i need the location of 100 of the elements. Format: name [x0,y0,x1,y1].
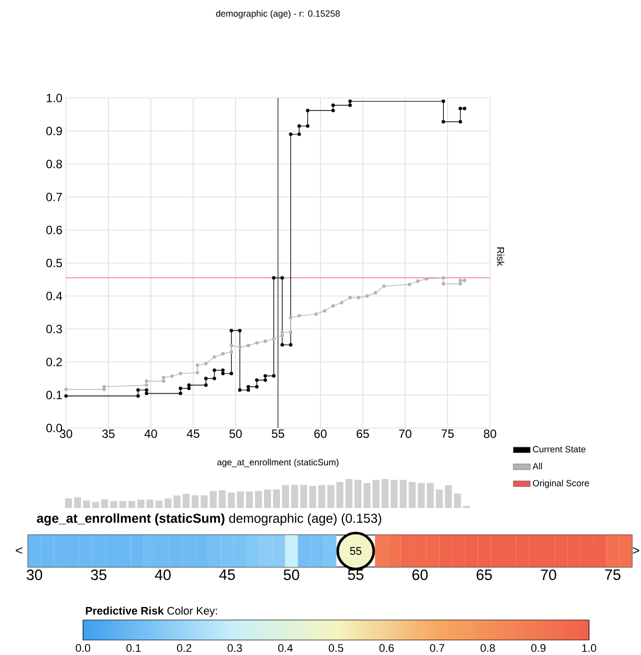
legend-label: Original Score [532,480,589,488]
bar [436,489,443,508]
point [212,368,216,372]
bar [164,498,172,508]
point [230,328,234,332]
point [462,278,466,282]
point [178,372,182,376]
point [280,330,284,334]
bar [363,483,370,508]
point [416,279,420,283]
point [280,276,284,280]
y-tick-label: 0.6 [46,226,62,234]
bar [83,500,90,508]
bar [200,495,208,508]
x-tick-label: 35 [102,430,115,438]
bar [454,493,461,508]
x-tick-label: 60 [412,570,428,580]
point [238,328,242,332]
y-tick-label: 1.0 [46,94,62,102]
bar [444,485,452,508]
point [442,100,446,104]
x-tick-label: 40 [144,430,157,438]
point [297,132,301,136]
x-tick-label: 65 [476,570,492,580]
point [102,385,106,388]
point [238,345,242,349]
point [204,362,208,366]
point [255,341,259,345]
bar [65,498,72,508]
x-tick-label: 35 [90,570,106,580]
bar [372,480,380,508]
point [280,343,284,347]
point [331,108,335,112]
bar [254,490,262,508]
bar [354,480,362,508]
y-tick-label: 0.2 [46,358,62,366]
bar [128,501,136,508]
x-tick-label: 40 [154,570,171,580]
bar [418,483,425,508]
bar [74,497,82,508]
x-tick-label: 60 [314,430,327,438]
point [178,392,182,396]
point [136,394,140,398]
point [348,104,352,107]
bar [300,484,308,508]
bar [110,501,118,508]
bar [137,500,144,508]
bar [390,480,398,508]
bar [264,489,271,508]
point [458,106,462,110]
point [162,379,166,383]
bar [273,489,280,508]
point [272,374,276,378]
point [272,276,276,280]
x-tick-label: 75 [442,430,454,438]
color-bar-label: 0.7 [430,644,444,652]
point [178,386,182,390]
point [458,120,462,124]
point [356,296,360,300]
bar [246,491,253,508]
bar [182,494,190,508]
y-tick-label: 0.9 [46,126,62,136]
bar [291,484,298,508]
x-tick-label: 55 [272,430,284,438]
point [187,383,191,387]
color-bar-label: 0.4 [278,644,293,652]
y-tick-label: 0.3 [46,324,62,334]
point [246,344,250,348]
point [230,350,234,354]
point [221,352,225,356]
bar [282,485,290,508]
color-bar-label: 0.8 [480,644,495,652]
color-bar-label: 0.1 [126,644,141,652]
x-tick-label: 30 [60,430,72,438]
x-axis-title: age_at_enrollment (staticSum) [217,458,338,468]
point [306,124,310,128]
point [462,106,466,110]
x-tick-label: 30 [26,570,42,580]
bar [119,501,126,508]
point [458,282,462,286]
text: < [16,547,22,554]
x-tick-label: 65 [356,430,369,438]
point [288,132,292,136]
bar [228,492,235,508]
bar [345,478,352,508]
bar [218,490,226,508]
bar [155,500,162,508]
point [365,294,369,298]
point [204,376,208,380]
point [424,277,428,281]
color-bar-label: 0.9 [531,644,546,652]
point [246,385,250,388]
x-tick-label: 50 [229,430,242,438]
point [212,355,216,359]
bar [336,482,344,508]
point [340,300,344,304]
bar [309,486,316,508]
bar [92,502,100,508]
x-tick-label: 50 [284,570,300,580]
bar [327,485,334,508]
